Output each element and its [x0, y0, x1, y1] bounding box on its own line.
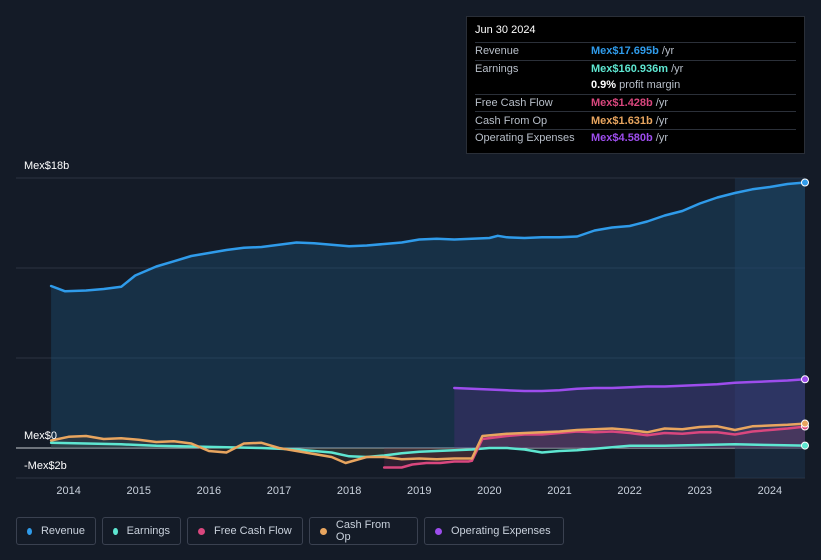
legend-item-operating-expenses[interactable]: Operating Expenses — [424, 517, 564, 545]
y-axis-zero-label: Mex$0 — [24, 430, 58, 442]
legend-item-revenue[interactable]: Revenue — [16, 517, 96, 545]
cash-from-op-end-dot — [801, 419, 809, 428]
x-tick-label: 2014 — [56, 485, 81, 497]
cash-from-op-area — [51, 423, 806, 463]
tooltip-row: Earnings Mex$160.936m/yr — [475, 59, 796, 78]
data-tooltip: Jun 30 2024 Revenue Mex$17.695b/yr Earning… — [466, 16, 805, 154]
x-tick-label: 2021 — [547, 485, 572, 497]
y-axis-top-label: Mex$18b — [24, 160, 70, 172]
x-tick-label: 2016 — [196, 485, 222, 497]
tooltip-label: Revenue — [475, 45, 520, 58]
tooltip-label: Cash From Op — [475, 114, 548, 127]
legend-dot-icon — [320, 527, 327, 535]
earnings-end-dot — [801, 441, 809, 450]
operating-expenses-end-dot — [801, 375, 809, 384]
legend-label: Cash From Op — [335, 519, 391, 543]
operating-expenses-line — [453, 378, 807, 393]
tooltip-row: Cash From Op Mex$1.631b/yr — [475, 111, 796, 129]
tooltip-value: Mex$1.428b — [591, 97, 653, 110]
tooltip-unit: profit margin — [619, 79, 681, 92]
tooltip-unit: /yr — [661, 45, 675, 58]
earnings-line — [49, 441, 807, 459]
free-cash-flow-line — [382, 425, 807, 469]
tooltip-row: Free Cash Flow Mex$1.428b/yr — [475, 93, 796, 112]
tooltip-value: 0.9% — [591, 79, 617, 92]
tooltip-label: Operating Expenses — [475, 132, 575, 145]
free-cash-flow-area — [384, 426, 805, 468]
x-tick-label: 2020 — [477, 485, 502, 497]
x-tick-label: 2015 — [126, 485, 151, 497]
legend-label: Operating Expenses — [451, 525, 551, 537]
tooltip-row: 0.9% profit margin — [475, 77, 796, 94]
series-end-dots — [801, 178, 809, 450]
tooltip-value: Mex$1.631b — [591, 114, 653, 127]
earnings-area — [51, 442, 806, 457]
tooltip-label: Free Cash Flow — [475, 97, 553, 110]
legend-item-cash-from-op[interactable]: Cash From Op — [309, 517, 418, 545]
tooltip-row: Operating Expenses Mex$4.580b/yr — [475, 128, 796, 147]
revenue-line — [49, 181, 807, 293]
tooltip-value: Mex$4.580b — [591, 132, 653, 145]
x-tick-label: 2019 — [407, 485, 432, 497]
legend-dot-icon — [198, 527, 205, 535]
tooltip-label: Earnings — [475, 62, 519, 75]
tooltip-unit: /yr — [655, 114, 668, 127]
grid-lines — [16, 177, 805, 479]
tooltip-value: Mex$160.936m — [591, 62, 669, 75]
legend-dot-icon — [435, 527, 442, 535]
legend-item-free-cash-flow[interactable]: Free Cash Flow — [187, 517, 303, 545]
y-axis-bottom-label: -Mex$2b — [24, 460, 67, 472]
legend-label: Free Cash Flow — [214, 525, 292, 537]
x-tick-label: 2022 — [617, 485, 642, 497]
x-tick-label: 2017 — [266, 485, 292, 497]
operating-expenses-area — [454, 379, 805, 448]
cash-from-op-line — [49, 422, 807, 465]
tooltip-row: Revenue Mex$17.695b/yr — [475, 42, 796, 60]
legend-item-earnings[interactable]: Earnings — [102, 517, 181, 545]
tooltip-unit: /yr — [655, 132, 668, 145]
legend-label: Earnings — [126, 525, 170, 537]
legend-dot-icon — [27, 527, 32, 535]
tooltip-unit: /yr — [671, 62, 684, 75]
tooltip-value: Mex$17.695b — [591, 45, 659, 58]
x-tick-label: 2024 — [757, 485, 783, 497]
legend-label: Revenue — [40, 525, 85, 537]
series-areas — [51, 182, 806, 468]
legend-dot-icon — [113, 527, 118, 535]
series-lines — [49, 181, 807, 469]
x-tick-label: 2023 — [687, 485, 713, 497]
tooltip-date: Jun 30 2024 — [475, 24, 536, 36]
tooltip-unit: /yr — [655, 97, 668, 110]
revenue-end-dot — [801, 178, 809, 187]
x-tick-label: 2018 — [336, 485, 362, 497]
